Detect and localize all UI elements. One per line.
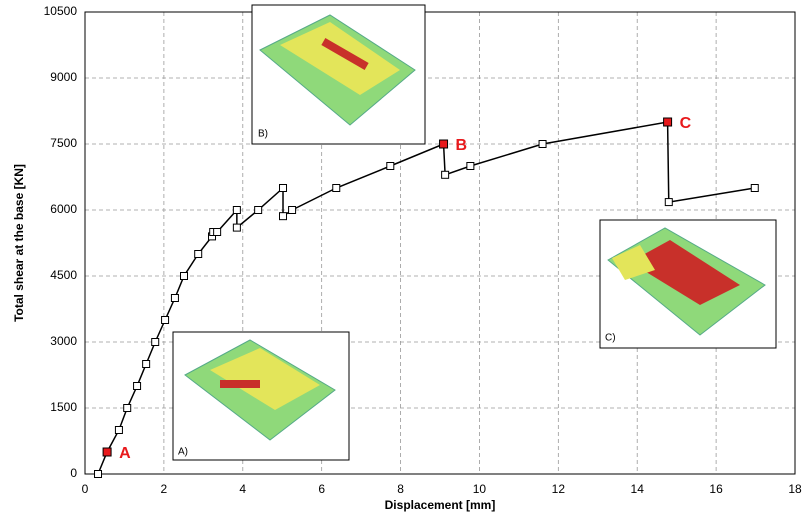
x-tick-label: 12: [552, 482, 566, 496]
y-tick-label: 9000: [50, 70, 77, 84]
y-tick-label: 3000: [50, 334, 77, 348]
highlight-point: [103, 448, 111, 456]
point-label: C: [680, 115, 692, 132]
inset-a: A): [173, 332, 349, 460]
point-marker: [442, 171, 449, 178]
point-marker: [152, 339, 159, 346]
x-tick-label: 18: [788, 482, 802, 496]
y-tick-label: 4500: [50, 268, 77, 282]
point-label: A: [119, 445, 131, 462]
point-marker: [751, 185, 758, 192]
y-tick-label: 7500: [50, 136, 77, 150]
inset-label: A): [178, 447, 188, 458]
x-tick-label: 16: [709, 482, 723, 496]
point-marker: [195, 251, 202, 258]
point-marker: [539, 141, 546, 148]
y-tick-label: 0: [70, 466, 77, 480]
x-tick-label: 6: [318, 482, 325, 496]
inset-label: B): [258, 129, 268, 140]
y-tick-label: 1500: [50, 400, 77, 414]
point-marker: [124, 405, 131, 412]
point-marker: [255, 207, 262, 214]
point-marker: [467, 163, 474, 170]
point-marker: [233, 224, 240, 231]
chart: Displacement [mm] Total shear at the bas…: [0, 0, 803, 521]
point-marker: [665, 199, 672, 206]
point-label: B: [456, 137, 468, 154]
point-marker: [214, 229, 221, 236]
point-marker: [181, 273, 188, 280]
inset-label: C): [605, 333, 616, 344]
point-marker: [280, 185, 287, 192]
point-marker: [333, 185, 340, 192]
x-tick-label: 4: [239, 482, 246, 496]
highlight-point: [440, 140, 448, 148]
point-marker: [95, 471, 102, 478]
x-tick-label: 2: [161, 482, 168, 496]
point-marker: [233, 207, 240, 214]
point-marker: [115, 427, 122, 434]
x-tick-label: 14: [631, 482, 645, 496]
x-axis-label: Displacement [mm]: [385, 498, 496, 512]
y-tick-label: 10500: [44, 4, 78, 18]
highlight-point: [664, 118, 672, 126]
point-marker: [289, 207, 296, 214]
y-axis-label: Total shear at the base [KN]: [12, 164, 26, 322]
point-marker: [171, 295, 178, 302]
inset-b: B): [252, 5, 425, 144]
x-tick-label: 10: [473, 482, 487, 496]
x-tick-label: 0: [82, 482, 89, 496]
inset-c: C): [600, 220, 776, 348]
point-marker: [280, 213, 287, 220]
y-tick-label: 6000: [50, 202, 77, 216]
point-marker: [162, 317, 169, 324]
point-marker: [134, 383, 141, 390]
point-marker: [143, 361, 150, 368]
x-tick-label: 8: [397, 482, 404, 496]
point-marker: [387, 163, 394, 170]
